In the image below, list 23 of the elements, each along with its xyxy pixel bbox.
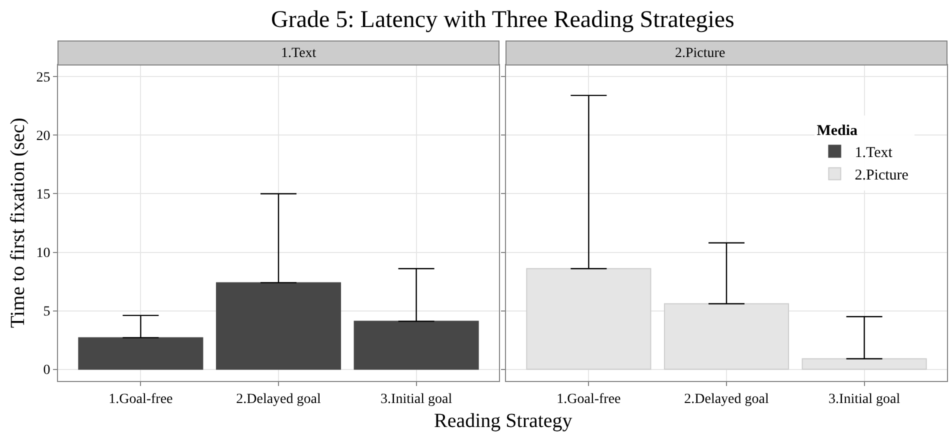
x-axis-title: Reading Strategy	[434, 410, 572, 432]
x-tick-label: 1.Goal-free	[556, 392, 621, 407]
x-tick-label: 3.Initial goal	[380, 392, 452, 407]
chart-subtitle: 1.Text	[281, 46, 316, 61]
bar	[216, 282, 342, 370]
bar	[354, 320, 479, 370]
y-tick-label: 5	[43, 304, 50, 320]
chart-title: Grade 5: Latency with Three Reading Strategies	[271, 7, 734, 33]
bar	[78, 337, 204, 370]
x-tick-label: 3.Initial goal	[828, 392, 900, 407]
x-tick-label: 2.Delayed goal	[684, 392, 769, 407]
legend-label: 2.Picture	[854, 168, 909, 184]
y-tick-label: 15	[36, 188, 50, 203]
legend-label: 1.Text	[854, 145, 894, 162]
chart-subtitle: 2.Picture	[675, 46, 726, 61]
y-tick-label: 0	[43, 363, 50, 378]
y-tick-label: 25	[36, 70, 50, 86]
y-tick-label: 20	[36, 129, 50, 144]
y-tick-label: 10	[36, 246, 50, 262]
y-axis-title: Time to first fixation (sec)	[7, 118, 29, 328]
x-tick-label: 1.Goal-free	[108, 392, 173, 407]
x-tick-label: 2.Delayed goal	[236, 392, 321, 407]
legend-title: Media	[816, 123, 858, 140]
